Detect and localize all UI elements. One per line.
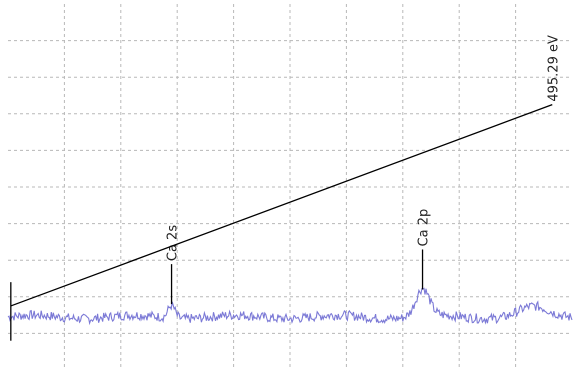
range-marker-label: 495.29 eV xyxy=(546,35,561,102)
peak-label: Ca 2s xyxy=(166,225,181,261)
spectrum-series-line xyxy=(7,287,573,326)
chart-marks: Ca 2s Ca 2p 495.29 eV xyxy=(7,35,573,341)
grid xyxy=(8,4,572,370)
peak-label: Ca 2p xyxy=(417,209,432,247)
range-marker-line xyxy=(10,104,553,307)
